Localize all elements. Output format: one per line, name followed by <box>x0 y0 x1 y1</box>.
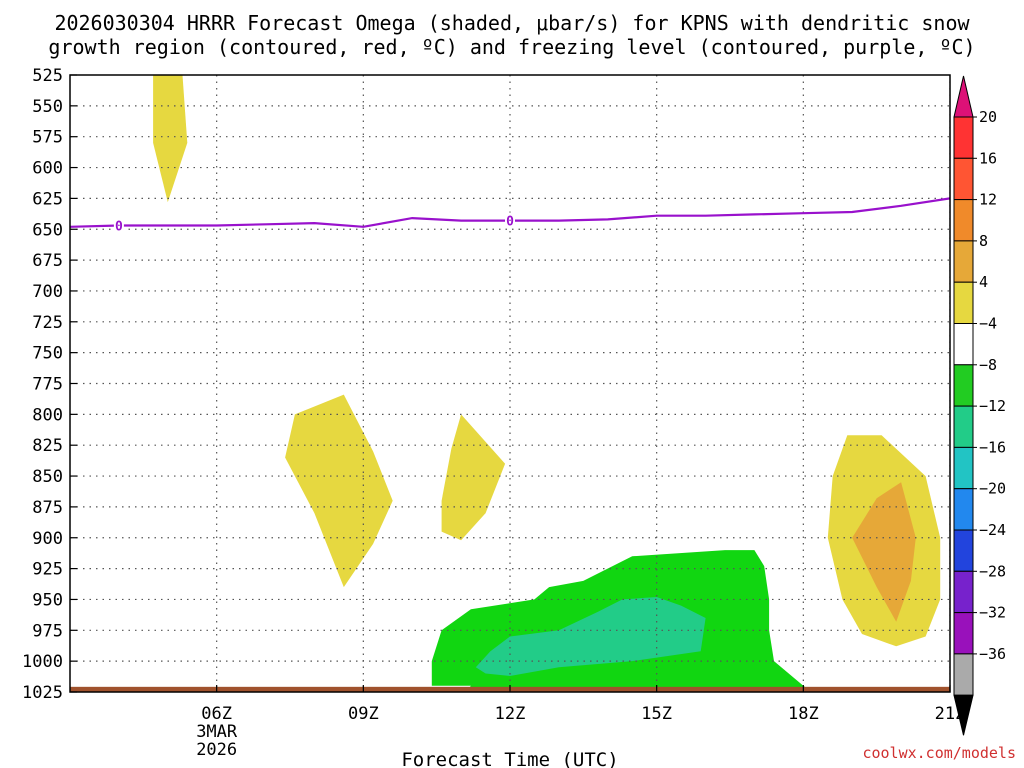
freezing-label-bg <box>505 212 515 228</box>
y-tick-label: 775 <box>32 375 63 395</box>
colorbar-label: 16 <box>979 149 997 167</box>
colorbar-segment <box>953 157 974 201</box>
colorbar-segment <box>953 323 974 366</box>
y-tick-label: 675 <box>32 251 63 271</box>
colorbar-segment <box>953 488 974 531</box>
y-tick-label: 825 <box>32 436 63 456</box>
colorbar-segment <box>953 612 974 655</box>
freezing-level-label: 0 <box>506 215 514 230</box>
colorbar-top-arrow <box>953 75 974 118</box>
colorbar-label: 8 <box>979 232 988 250</box>
colorbar-segment <box>953 281 974 325</box>
chart-title-line2: growth region (contoured, red, ºC) and f… <box>48 35 975 59</box>
x-tick-year: 2026 <box>196 740 237 760</box>
y-tick-label: 1000 <box>22 652 63 672</box>
y-tick-label: 850 <box>32 467 63 487</box>
colorbar: 20 16 12 8 4 −4 −8 −12 −16 −20 −24 −28 −32 −36 <box>953 75 1006 736</box>
colorbar-label: −4 <box>979 315 997 333</box>
freezing-level-label: 0 <box>115 220 123 235</box>
y-tick-label: 875 <box>32 498 63 518</box>
chart-title-line1: 2026030304 HRRR Forecast Omega (shaded, … <box>54 11 970 35</box>
x-tick-label: 15Z <box>641 704 672 724</box>
x-tick-label: 18Z <box>788 704 819 724</box>
credit-text: coolwx.com/models <box>862 744 1016 762</box>
y-tick-label: 750 <box>32 344 63 364</box>
x-tick-label: 09Z <box>348 704 379 724</box>
omega-region-teal-7 <box>475 597 706 676</box>
y-tick-label: 650 <box>32 220 63 240</box>
colorbar-bottom-arrow <box>953 694 974 736</box>
freezing-level-line <box>70 197 950 228</box>
y-tick-label: 975 <box>32 621 63 641</box>
y-axis: 525 550 575 600 625 650 675 700 725 750 775 800 825 8… <box>22 66 77 703</box>
colorbar-segment <box>953 570 974 614</box>
x-tick-label: 06Z <box>201 704 232 724</box>
x-axis-label: Forecast Time (UTC) <box>401 749 618 768</box>
y-tick-label: 950 <box>32 590 63 610</box>
omega-region-orange-5 <box>852 482 916 622</box>
omega-region-yellow-3 <box>441 414 506 541</box>
y-tick-label: 725 <box>32 313 63 333</box>
omega-region-yellow-2 <box>285 394 393 588</box>
colorbar-label: 12 <box>979 191 997 209</box>
y-tick-label: 900 <box>32 529 63 549</box>
colorbar-label: −16 <box>979 438 1006 456</box>
x-tick-date: 3MAR <box>196 722 238 742</box>
freezing-label-bg <box>113 217 124 233</box>
y-tick-label: 550 <box>32 97 63 117</box>
colorbar-label: −8 <box>979 356 997 374</box>
y-tick-label: 925 <box>32 560 63 580</box>
colorbar-label: −20 <box>979 480 1006 498</box>
colorbar-label: −24 <box>979 521 1006 539</box>
colorbar-label: 4 <box>979 273 988 291</box>
colorbar-segment <box>953 446 974 490</box>
colorbar-label: −32 <box>979 604 1006 622</box>
y-tick-label: 800 <box>32 405 63 425</box>
colorbar-label: 20 <box>979 108 997 126</box>
colorbar-label: −28 <box>979 562 1006 580</box>
colorbar-segment <box>953 405 974 448</box>
x-tick-label: 12Z <box>495 704 526 724</box>
omega-region-yellow-1 <box>153 75 188 203</box>
colorbar-segment <box>953 116 974 159</box>
colorbar-label: −12 <box>979 397 1006 415</box>
colorbar-label: −36 <box>979 645 1006 663</box>
y-tick-label: 600 <box>32 159 63 179</box>
y-tick-label: 700 <box>32 282 63 302</box>
y-tick-label: 625 <box>32 189 63 209</box>
colorbar-segment <box>953 240 974 283</box>
colorbar-segment <box>953 364 974 407</box>
colorbar-segment <box>953 199 974 242</box>
colorbar-segment <box>953 653 974 696</box>
y-tick-label: 1025 <box>22 683 63 703</box>
colorbar-segment <box>953 529 974 572</box>
y-tick-label: 575 <box>32 128 63 148</box>
y-tick-label: 525 <box>32 66 63 86</box>
